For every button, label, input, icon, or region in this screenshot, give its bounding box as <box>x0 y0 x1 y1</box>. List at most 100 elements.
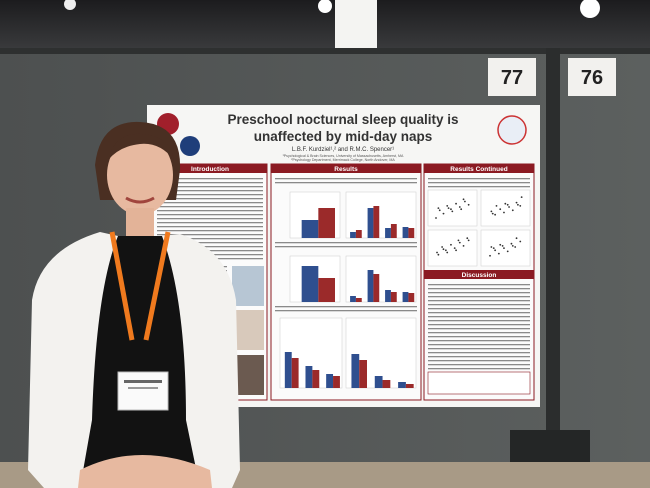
figure-dot <box>467 239 470 242</box>
figure-bar <box>301 266 319 302</box>
text-line <box>428 348 530 350</box>
text-line <box>157 242 263 244</box>
hair-fringe <box>108 133 174 160</box>
figure-dot <box>494 213 497 216</box>
figure-bar <box>351 354 360 388</box>
figure-panel <box>480 229 531 267</box>
text-line <box>275 182 417 184</box>
figure-bar <box>305 366 313 388</box>
figure-dot <box>437 207 440 210</box>
figure-dot <box>494 249 497 252</box>
board-frame <box>0 48 650 54</box>
figure-bar <box>301 220 319 238</box>
figure-bar <box>374 376 383 388</box>
poster-title: Preschool nocturnal sleep quality is <box>227 112 458 127</box>
figure-dot <box>503 247 505 250</box>
section-title: Results Continued <box>450 166 507 173</box>
figure-dot <box>508 206 510 208</box>
figure-bar <box>367 270 374 302</box>
figure-dot <box>437 253 440 256</box>
figure-dot <box>442 212 445 215</box>
text-line <box>157 178 263 180</box>
figure-bar <box>350 232 356 238</box>
figure-dot <box>453 247 456 250</box>
text-line <box>428 320 530 322</box>
figure-dot <box>436 251 438 254</box>
figure-dot <box>446 251 449 254</box>
text-line <box>428 288 530 290</box>
figure-dot <box>506 250 509 253</box>
text-line <box>157 246 263 248</box>
figure-bar <box>398 382 406 388</box>
figure-bar <box>385 228 391 238</box>
text-line <box>428 328 530 330</box>
text-line <box>157 222 263 224</box>
section-title: Introduction <box>191 166 229 173</box>
figure-dot <box>458 206 461 208</box>
figure-dot <box>450 208 452 211</box>
figure-bar <box>382 380 391 388</box>
figure-bar <box>408 228 415 238</box>
figure-dot <box>491 212 494 215</box>
figure-dot <box>489 254 491 257</box>
neck <box>126 208 154 238</box>
section-header <box>424 270 534 279</box>
badge-text <box>124 380 162 383</box>
text-line <box>428 304 530 306</box>
figure-dot <box>515 237 518 240</box>
poster-authors: L.B.F. Kurdziel¹,² and R.M.C. Spencer¹ <box>292 147 394 153</box>
figure-dot <box>520 196 523 199</box>
lanyard <box>109 231 171 341</box>
figure-dot <box>506 203 509 206</box>
text-line <box>428 308 530 310</box>
figure-bar <box>408 293 415 302</box>
text-line <box>157 182 263 184</box>
poster-affiliation: ¹Psychological & Brain Sciences, Univers… <box>283 154 404 158</box>
text-line <box>275 242 417 244</box>
booth-number-card <box>568 58 616 96</box>
poster-affiliation: ²Psychology Department, Merrimack Colleg… <box>291 158 395 162</box>
cardigan-right <box>162 234 240 488</box>
light <box>580 0 600 18</box>
figure-bar <box>385 290 391 302</box>
figure-dot <box>438 209 441 212</box>
text-line <box>428 186 530 188</box>
figure-dot <box>444 249 447 252</box>
figure-bar <box>333 376 340 388</box>
logo <box>180 136 200 156</box>
photo <box>232 266 264 306</box>
figure-bar <box>318 278 335 302</box>
text-line <box>428 296 530 298</box>
figure-bar <box>284 352 292 388</box>
figure-dot <box>497 252 500 255</box>
figure-dot <box>451 210 454 213</box>
section-header <box>424 164 534 173</box>
board-post <box>546 48 560 468</box>
text-line <box>157 190 263 192</box>
booth-number-card <box>488 58 536 96</box>
figure-dot <box>519 205 522 207</box>
smile <box>125 196 155 204</box>
text-line <box>275 178 417 180</box>
face <box>107 135 173 215</box>
logo <box>497 115 527 145</box>
text-line <box>275 246 417 248</box>
figure-panel <box>427 229 478 267</box>
text-line <box>428 344 530 346</box>
figure-dot <box>462 198 465 201</box>
figure-panel <box>427 189 478 227</box>
figure-dot <box>442 248 445 251</box>
figure-dot <box>446 205 449 207</box>
text-line <box>428 352 530 354</box>
figure-dot <box>519 240 522 243</box>
light <box>318 0 332 13</box>
figure-bar <box>326 374 334 388</box>
text-line <box>157 214 263 216</box>
text-line <box>428 300 530 302</box>
text-line <box>428 316 530 318</box>
light-column <box>335 0 377 48</box>
photo <box>236 355 264 395</box>
text-line <box>428 182 530 184</box>
figure-bar <box>355 230 362 238</box>
figure-bar <box>390 292 397 302</box>
